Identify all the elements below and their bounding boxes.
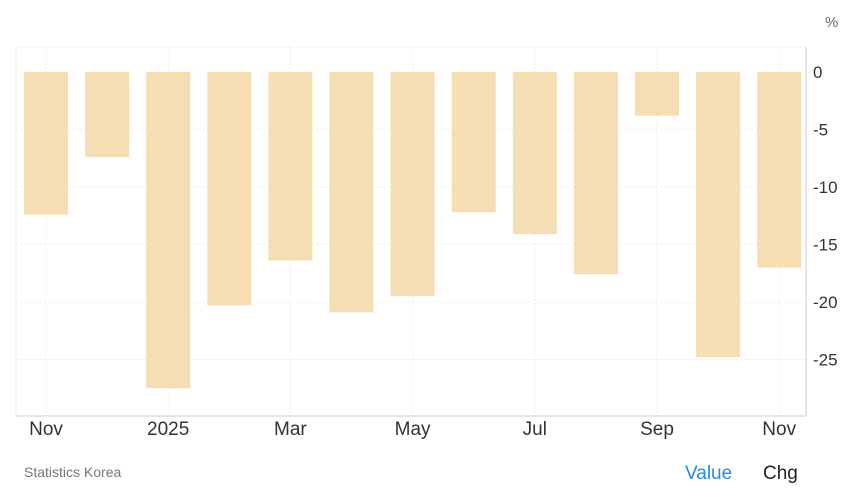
tab-chg[interactable]: Chg [763, 463, 798, 484]
bar-chart: 0 -5 -10 -15 -20 -25 Nov 2025 Mar May Jul Sep Nov % [15, 14, 838, 440]
y-tick-label: -5 [813, 121, 828, 140]
y-tick-label: -15 [813, 236, 838, 255]
bar-jan-2025[interactable] [146, 72, 191, 389]
bar-sep-2025[interactable] [635, 72, 679, 116]
y-axis-unit: % [825, 14, 838, 31]
x-axis-ticks: Nov 2025 Mar May Jul Sep Nov [29, 419, 796, 440]
bar-jun-2025[interactable] [451, 72, 496, 213]
y-tick-label: -25 [813, 351, 838, 370]
x-tick-label: Nov [29, 419, 63, 440]
bar-oct-2025[interactable] [696, 72, 741, 358]
x-tick-label: May [395, 419, 431, 440]
x-tick-label: Sep [640, 419, 674, 440]
bar-nov-2024[interactable] [24, 72, 68, 215]
x-tick-label: Mar [274, 419, 307, 440]
bar-may-2025[interactable] [390, 72, 435, 297]
y-axis-ticks: 0 -5 -10 -15 -20 -25 [813, 63, 838, 370]
source-label: Statistics Korea [24, 464, 122, 480]
bar-apr-2025[interactable] [329, 72, 374, 313]
bar-mar-2025[interactable] [268, 72, 313, 261]
x-tick-label: Nov [762, 419, 796, 440]
x-tick-label: Jul [523, 419, 547, 440]
y-tick-label: -10 [813, 178, 838, 197]
tab-value[interactable]: Value [685, 463, 733, 484]
bar-aug-2025[interactable] [573, 72, 618, 275]
y-tick-label: 0 [813, 63, 822, 82]
x-tick-label: 2025 [147, 419, 189, 440]
bar-dec-2024[interactable] [85, 72, 130, 158]
bar-nov-2025[interactable] [757, 72, 802, 268]
bar-series [24, 72, 802, 389]
bar-feb-2025[interactable] [207, 72, 252, 306]
bar-jul-2025[interactable] [512, 72, 557, 235]
y-tick-label: -20 [813, 293, 838, 312]
